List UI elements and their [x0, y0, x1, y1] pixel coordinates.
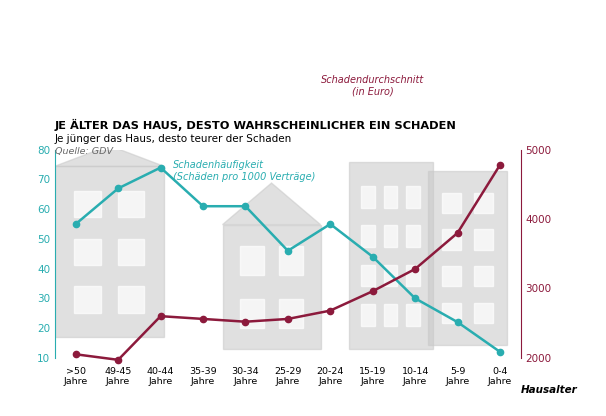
Bar: [75, 191, 101, 217]
Text: Quelle: GDV: Quelle: GDV: [55, 147, 113, 156]
Bar: [474, 266, 493, 286]
Bar: [384, 304, 397, 326]
Bar: [406, 186, 419, 208]
Bar: [240, 246, 264, 275]
Bar: [361, 304, 375, 326]
Bar: [442, 303, 461, 323]
Bar: [384, 265, 397, 286]
Bar: [406, 225, 419, 247]
Text: Hausalter: Hausalter: [521, 385, 578, 395]
Bar: [118, 286, 144, 312]
Text: JE ÄLTER DAS HAUS, DESTO WAHRSCHEINLICHER EIN SCHADEN: JE ÄLTER DAS HAUS, DESTO WAHRSCHEINLICHE…: [55, 119, 456, 131]
Polygon shape: [222, 183, 321, 225]
Bar: [474, 303, 493, 323]
Bar: [361, 225, 375, 247]
Bar: [474, 230, 493, 250]
Bar: [442, 193, 461, 213]
Text: Je jünger das Haus, desto teurer der Schaden: Je jünger das Haus, desto teurer der Sch…: [55, 134, 292, 144]
Text: Schadendurchschnitt
(in Euro): Schadendurchschnitt (in Euro): [321, 75, 424, 97]
Bar: [55, 166, 164, 337]
Bar: [428, 171, 507, 345]
Bar: [384, 186, 397, 208]
Bar: [384, 225, 397, 247]
Bar: [442, 266, 461, 286]
Bar: [348, 162, 433, 349]
Bar: [279, 299, 303, 328]
Polygon shape: [55, 146, 164, 166]
Bar: [361, 186, 375, 208]
Bar: [75, 286, 101, 312]
Bar: [279, 246, 303, 275]
Text: Schadenhäufigkeit
(Schäden pro 1000 Verträge): Schadenhäufigkeit (Schäden pro 1000 Vert…: [173, 160, 316, 182]
Bar: [118, 191, 144, 217]
Bar: [442, 230, 461, 250]
Bar: [75, 238, 101, 265]
Bar: [474, 193, 493, 213]
Bar: [361, 265, 375, 286]
Bar: [406, 304, 419, 326]
Bar: [406, 265, 419, 286]
Bar: [240, 299, 264, 328]
Bar: [118, 238, 144, 265]
Bar: [222, 225, 321, 349]
